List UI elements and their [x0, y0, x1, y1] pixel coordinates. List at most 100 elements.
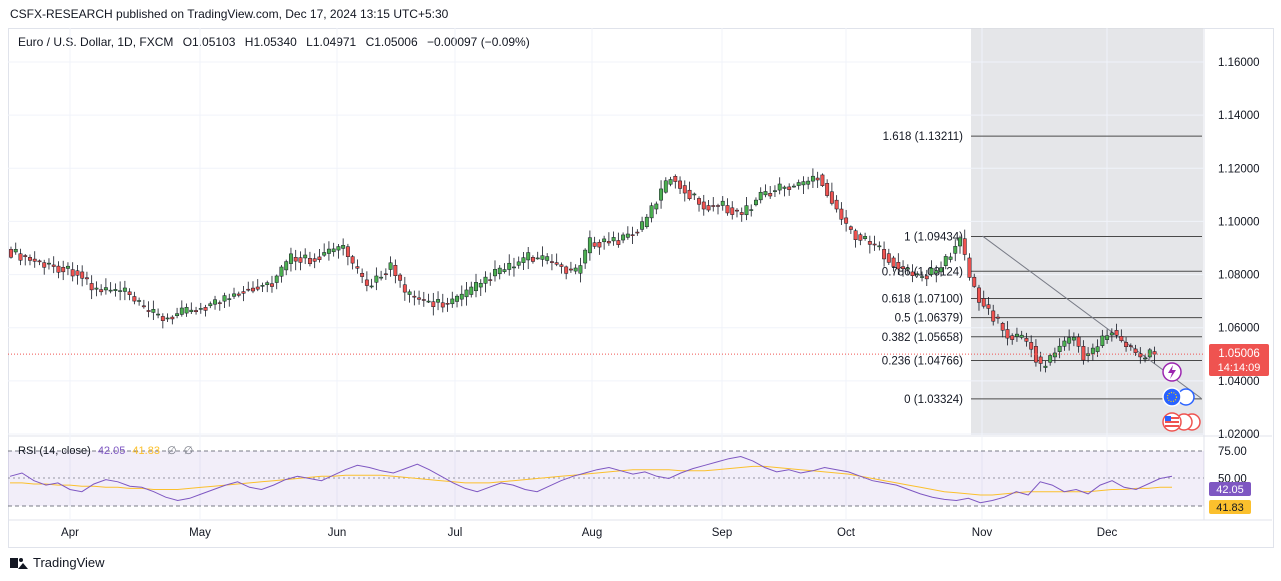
candle-body — [217, 302, 222, 304]
fibonacci-retracement[interactable]: 1.618 (1.13211)1 (1.09434)0.786 (1.08124… — [882, 131, 1202, 406]
candle-body — [398, 274, 403, 281]
candle-body — [236, 293, 241, 296]
open-value: O1.05103 — [182, 35, 236, 49]
candle-body — [84, 277, 89, 280]
candle-body — [289, 253, 293, 264]
candle-body — [336, 246, 341, 251]
candle-body — [464, 289, 469, 298]
candle-body — [37, 260, 42, 263]
candle-body — [1147, 349, 1152, 358]
candle-body — [706, 205, 711, 211]
time-tick-label: Aug — [582, 527, 602, 539]
candle-body — [611, 237, 616, 242]
rsi-tag-label: 42.05 — [1216, 484, 1244, 496]
candle-body — [867, 241, 872, 245]
candle-body — [910, 271, 915, 276]
candle-body — [564, 266, 569, 274]
candle-body — [56, 265, 61, 273]
candle-body — [70, 269, 75, 277]
candle-body — [232, 293, 236, 297]
candle-body — [331, 248, 336, 253]
candle-body — [716, 205, 720, 207]
candle-body — [127, 291, 132, 295]
candle-body — [303, 254, 308, 259]
candle-body — [407, 291, 412, 295]
candle-body — [265, 282, 270, 286]
candle-body — [436, 299, 441, 303]
lightning-event-icon[interactable] — [1162, 362, 1182, 382]
us-event-icon[interactable] — [1162, 412, 1201, 432]
candle-body — [179, 307, 184, 315]
candle-body — [526, 252, 531, 261]
candle-body — [170, 316, 175, 320]
candle-body — [350, 256, 355, 264]
candle-body — [1081, 346, 1086, 361]
symbol-name[interactable]: Euro / U.S. Dollar, 1D, FXCM — [18, 35, 174, 49]
candle-body — [621, 234, 626, 241]
candle-body — [943, 256, 948, 266]
candle-body — [1109, 332, 1114, 336]
rsi-tags: 42.05 41.83 — [1209, 482, 1251, 514]
candle-body — [355, 266, 360, 269]
price-axis: 1.16000 1.14000 1.12000 1.10000 1.08000 1.060… — [1218, 57, 1260, 441]
candle-body — [203, 307, 208, 311]
candle-body — [507, 262, 512, 270]
candle-body — [393, 265, 398, 276]
candle-body — [901, 266, 906, 270]
rsi-line — [9, 455, 1173, 504]
candle-body — [986, 304, 991, 309]
candle-body — [516, 261, 521, 266]
candle-body — [972, 276, 977, 287]
time-tick-label: Oct — [837, 527, 856, 539]
candle-body — [293, 257, 298, 262]
candle-body — [502, 269, 507, 272]
footer: TradingView — [10, 555, 105, 570]
rsi-label[interactable]: RSI (14, close) — [18, 445, 91, 457]
candle-body — [787, 186, 792, 190]
candle-body — [512, 266, 516, 269]
candle-body — [440, 302, 445, 308]
candle-body — [777, 183, 782, 191]
candle-body — [151, 309, 156, 313]
candle-body — [630, 234, 635, 236]
low-value: L1.04971 — [306, 35, 357, 49]
candle-body — [18, 253, 23, 261]
candle-body — [1124, 342, 1129, 348]
candle-body — [749, 209, 754, 211]
high-value: H1.05340 — [244, 35, 297, 49]
candle-body — [644, 216, 649, 227]
price-tick-label: 1.14000 — [1218, 110, 1260, 122]
candle-body — [455, 295, 459, 302]
candle-body — [772, 190, 777, 192]
candle-body — [1038, 356, 1043, 364]
candle-body — [535, 257, 540, 260]
candle-body — [75, 270, 80, 276]
candle-body — [1024, 338, 1029, 342]
candle-body — [549, 261, 554, 263]
candle-body — [625, 233, 630, 238]
candle-body — [834, 199, 839, 210]
candle-body — [578, 265, 583, 274]
candle-body — [1019, 334, 1024, 338]
candle-body — [298, 257, 303, 263]
candle-body — [692, 193, 697, 196]
candle-body — [317, 256, 322, 260]
candle-body — [1138, 353, 1143, 358]
candle-body — [222, 295, 227, 302]
eu-event-icon[interactable] — [1162, 387, 1195, 407]
candle-body — [810, 175, 815, 182]
rsi-ma-tag-label: 41.83 — [1216, 502, 1244, 514]
countdown-label: 14:14:09 — [1218, 362, 1261, 374]
candle-body — [953, 246, 958, 254]
fib-level-label: 1 (1.09434) — [904, 231, 963, 243]
candle-body — [939, 267, 943, 273]
candle-body — [573, 267, 578, 272]
rsi-value: 42.05 — [97, 445, 126, 457]
candle-body — [725, 205, 730, 214]
candle-body — [1095, 346, 1100, 352]
gridlines — [8, 28, 1204, 520]
candle-body — [137, 300, 142, 302]
candle-body — [42, 262, 47, 268]
candle-body — [991, 310, 996, 322]
